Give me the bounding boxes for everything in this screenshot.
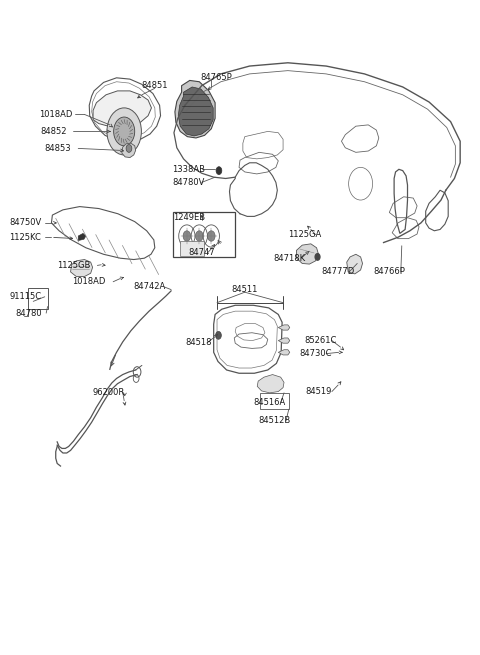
Polygon shape bbox=[178, 87, 213, 136]
Text: 84730C: 84730C bbox=[300, 349, 332, 358]
Text: 1125GB: 1125GB bbox=[57, 261, 91, 270]
Text: 84780V: 84780V bbox=[172, 178, 204, 187]
Text: 84718K: 84718K bbox=[274, 253, 306, 263]
Text: 91115C: 91115C bbox=[9, 292, 41, 301]
Text: 1338AB: 1338AB bbox=[172, 165, 205, 174]
Polygon shape bbox=[93, 91, 152, 128]
Text: 84851: 84851 bbox=[142, 81, 168, 90]
Text: 84519: 84519 bbox=[305, 387, 332, 396]
Text: 84518: 84518 bbox=[185, 338, 212, 347]
Bar bbox=[28, 288, 48, 309]
Text: 84766P: 84766P bbox=[373, 267, 405, 276]
Text: 84511: 84511 bbox=[231, 285, 258, 294]
Text: 84853: 84853 bbox=[45, 144, 72, 153]
Text: 84742A: 84742A bbox=[134, 282, 166, 291]
Circle shape bbox=[195, 231, 203, 241]
Polygon shape bbox=[122, 143, 136, 158]
Polygon shape bbox=[257, 375, 284, 393]
Text: 84765P: 84765P bbox=[201, 73, 232, 83]
Text: 1018AD: 1018AD bbox=[72, 277, 106, 286]
Text: 84747: 84747 bbox=[188, 248, 215, 257]
Circle shape bbox=[114, 117, 135, 146]
Text: 1125GA: 1125GA bbox=[288, 230, 321, 239]
Text: 1249EB: 1249EB bbox=[173, 213, 205, 222]
Text: 85261C: 85261C bbox=[305, 336, 337, 345]
Polygon shape bbox=[278, 350, 290, 355]
Circle shape bbox=[315, 253, 320, 260]
Text: 96200R: 96200R bbox=[93, 388, 125, 397]
Polygon shape bbox=[175, 81, 215, 138]
Polygon shape bbox=[297, 244, 319, 264]
Circle shape bbox=[126, 145, 132, 153]
Polygon shape bbox=[78, 233, 86, 240]
Bar bbox=[173, 212, 235, 257]
Text: 84852: 84852 bbox=[40, 127, 66, 136]
Circle shape bbox=[216, 331, 221, 339]
Text: 84780: 84780 bbox=[15, 309, 42, 318]
Text: 84750V: 84750V bbox=[9, 218, 42, 227]
Text: 1018AD: 1018AD bbox=[39, 110, 72, 119]
Circle shape bbox=[216, 167, 222, 174]
Polygon shape bbox=[347, 254, 362, 274]
Bar bbox=[180, 241, 204, 255]
Polygon shape bbox=[278, 325, 290, 330]
Text: 84512B: 84512B bbox=[258, 417, 290, 426]
Polygon shape bbox=[71, 259, 93, 276]
Text: 1125KC: 1125KC bbox=[9, 233, 41, 242]
Circle shape bbox=[207, 231, 215, 241]
Circle shape bbox=[183, 231, 191, 241]
Polygon shape bbox=[278, 338, 290, 343]
Circle shape bbox=[107, 108, 142, 155]
Text: 84516A: 84516A bbox=[253, 398, 286, 407]
Text: 84777D: 84777D bbox=[322, 267, 355, 276]
Bar bbox=[260, 393, 289, 409]
